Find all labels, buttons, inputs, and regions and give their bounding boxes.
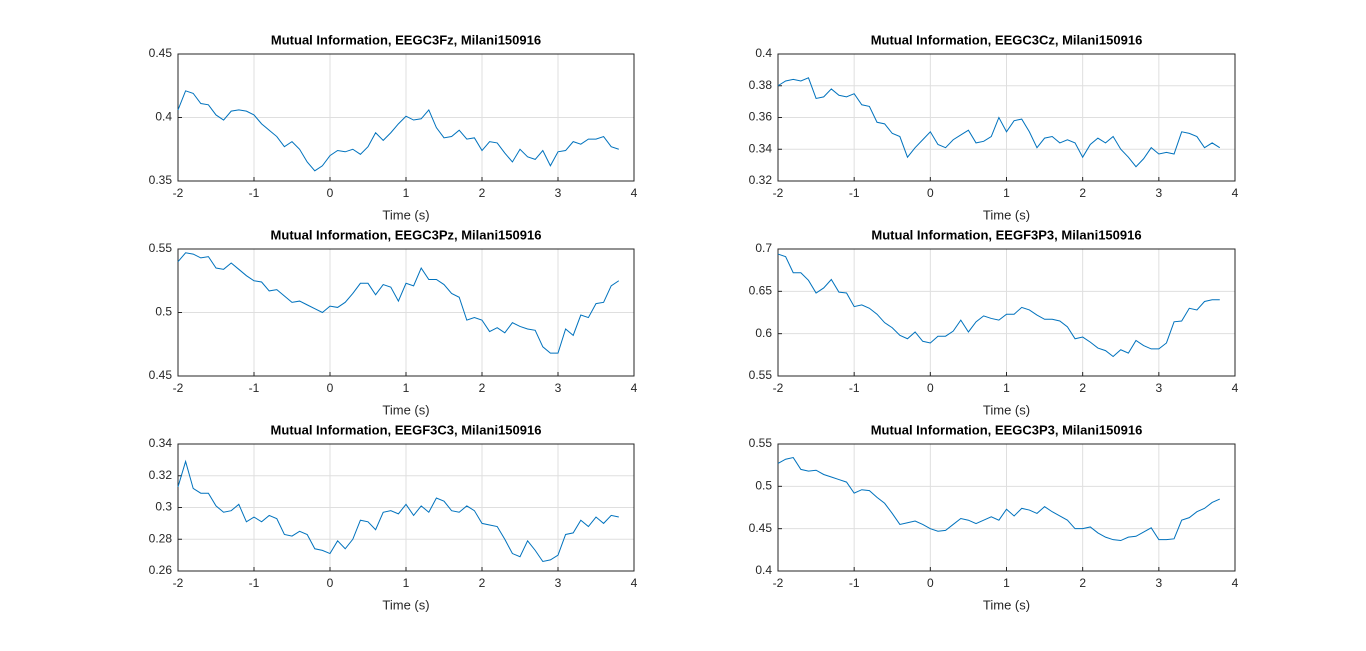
y-tick-label: 0.35 [149, 173, 173, 187]
x-tick-label: -2 [173, 576, 184, 590]
subplot: -2 -1 0 1 2 3 4 0.55 0.6 0.65 0.7 Mutual Informatio… [749, 227, 1239, 417]
x-tick-label: -2 [773, 186, 784, 200]
x-tick-label: -2 [173, 381, 184, 395]
y-tick-label: 0.65 [749, 284, 773, 298]
data-line [177, 90, 619, 172]
y-tick-label: 0.3 [155, 500, 172, 514]
subplot: -2 -1 0 1 2 3 4 0.4 0.45 0.5 0.55 Mutual Informatio… [749, 422, 1239, 612]
y-tick-label: 0.34 [749, 141, 773, 155]
y-tick-label: 0.45 [149, 46, 173, 60]
x-tick-label: 0 [927, 381, 934, 395]
axes-box [177, 53, 635, 182]
x-tick-label: -2 [773, 576, 784, 590]
x-tick-label: -2 [173, 186, 184, 200]
axes-box [777, 53, 1236, 182]
x-tick-label: 2 [1079, 186, 1086, 200]
data-line [777, 253, 1220, 358]
subplot: -2 -1 0 1 2 3 4 0.26 0.28 0.3 0.32 0.34 Mutual Infor… [149, 422, 638, 612]
y-tick-label: 0.45 [749, 521, 773, 535]
subplot: -2 -1 0 1 2 3 4 0.45 0.5 0.55 Mutual Information, … [149, 227, 638, 417]
x-tick-label: 2 [479, 576, 486, 590]
x-tick-label: 4 [631, 186, 638, 200]
x-tick-label: 4 [1232, 576, 1239, 590]
x-tick-label: 3 [1155, 381, 1162, 395]
subplot-title: Mutual Information, EEGF3P3, Milani15091… [871, 227, 1141, 242]
y-tick-label: 0.45 [149, 368, 173, 382]
x-tick-label: 3 [555, 186, 562, 200]
x-tick-label: 0 [327, 186, 334, 200]
axes-box [177, 443, 635, 572]
x-tick-label: -1 [849, 381, 860, 395]
x-axis-label: Time (s) [983, 402, 1030, 417]
x-tick-label: 1 [403, 381, 410, 395]
y-tick-label: 0.26 [149, 563, 173, 577]
x-tick-label: 4 [1232, 381, 1239, 395]
x-tick-label: 1 [1003, 381, 1010, 395]
x-tick-label: -1 [249, 186, 260, 200]
y-tick-label: 0.28 [149, 531, 173, 545]
x-tick-label: 3 [555, 381, 562, 395]
x-tick-label: 0 [327, 381, 334, 395]
x-axis-label: Time (s) [382, 402, 429, 417]
y-tick-label: 0.55 [749, 368, 773, 382]
x-tick-label: 0 [327, 576, 334, 590]
x-tick-label: 1 [1003, 186, 1010, 200]
x-axis-label: Time (s) [983, 207, 1030, 222]
y-tick-label: 0.4 [155, 110, 172, 124]
subplot-title: Mutual Information, EEGC3Fz, Milani15091… [271, 32, 541, 47]
x-tick-label: -2 [773, 381, 784, 395]
x-tick-label: 3 [555, 576, 562, 590]
subplot: -2 -1 0 1 2 3 4 0.32 0.34 0.36 0.38 0.4 Mutual Infor… [749, 32, 1239, 222]
x-tick-label: 3 [1155, 576, 1162, 590]
y-tick-label: 0.7 [755, 241, 772, 255]
subplot-title: Mutual Information, EEGC3Pz, Milani15091… [271, 227, 542, 242]
y-tick-label: 0.4 [755, 46, 772, 60]
y-tick-label: 0.55 [149, 241, 173, 255]
data-line [777, 77, 1221, 168]
subplot-title: Mutual Information, EEGC3Cz, Milani15091… [871, 32, 1143, 47]
x-axis-label: Time (s) [382, 207, 429, 222]
y-tick-label: 0.5 [155, 305, 172, 319]
y-tick-label: 0.5 [755, 479, 772, 493]
x-tick-label: 4 [1232, 186, 1239, 200]
x-tick-label: 2 [1079, 576, 1086, 590]
y-tick-label: 0.32 [749, 173, 773, 187]
y-tick-label: 0.34 [149, 436, 173, 450]
x-tick-label: 2 [1079, 381, 1086, 395]
x-tick-label: 1 [1003, 576, 1010, 590]
x-tick-label: 2 [479, 381, 486, 395]
axes-box [777, 443, 1236, 572]
y-tick-label: 0.38 [749, 78, 773, 92]
data-line [177, 252, 620, 354]
x-axis-label: Time (s) [382, 597, 429, 612]
x-axis-label: Time (s) [983, 597, 1030, 612]
axes-box [777, 248, 1236, 377]
y-tick-label: 0.36 [749, 110, 773, 124]
y-tick-label: 0.32 [149, 468, 173, 482]
x-tick-label: 4 [631, 576, 638, 590]
subplot: -2 -1 0 1 2 3 4 0.35 0.4 0.45 Mutual Information, … [149, 32, 638, 222]
x-tick-label: -1 [849, 576, 860, 590]
subplot-title: Mutual Information, EEGC3P3, Milani15091… [871, 422, 1143, 437]
y-tick-label: 0.6 [755, 326, 772, 340]
data-line [777, 456, 1220, 542]
x-tick-label: 0 [927, 576, 934, 590]
x-tick-label: -1 [249, 381, 260, 395]
x-tick-label: 1 [403, 576, 410, 590]
x-tick-label: 0 [927, 186, 934, 200]
x-tick-label: 3 [1155, 186, 1162, 200]
axes-box [177, 248, 635, 377]
y-tick-label: 0.4 [755, 563, 772, 577]
x-tick-label: 1 [403, 186, 410, 200]
subplot-title: Mutual Information, EEGF3C3, Milani15091… [271, 422, 542, 437]
x-tick-label: 2 [479, 186, 486, 200]
y-tick-label: 0.55 [749, 436, 773, 450]
x-tick-label: -1 [249, 576, 260, 590]
x-tick-label: 4 [631, 381, 638, 395]
x-tick-label: -1 [849, 186, 860, 200]
data-line [177, 459, 619, 563]
